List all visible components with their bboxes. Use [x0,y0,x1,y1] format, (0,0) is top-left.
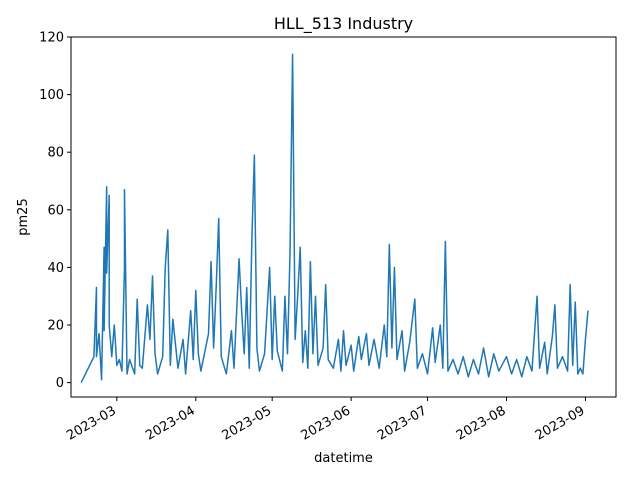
y-tick-label-0: 0 [56,376,64,391]
plot-frame [70,36,617,398]
y-tick-label-1: 20 [47,319,64,334]
chart-title: HLL_513 Industry [274,14,413,34]
y-axis: 0 20 40 60 80 100 120 [39,31,71,391]
series-layer [80,53,589,383]
y-tick-label-4: 80 [47,146,64,161]
series-line-0 [80,53,589,383]
y-tick-label-5: 100 [39,88,64,103]
y-tick-label-2: 40 [47,261,64,276]
y-axis-label: pm25 [16,198,31,235]
y-tick-label-6: 120 [39,31,64,46]
y-tick-label-3: 60 [47,203,64,218]
x-axis-label: datetime [314,451,373,466]
